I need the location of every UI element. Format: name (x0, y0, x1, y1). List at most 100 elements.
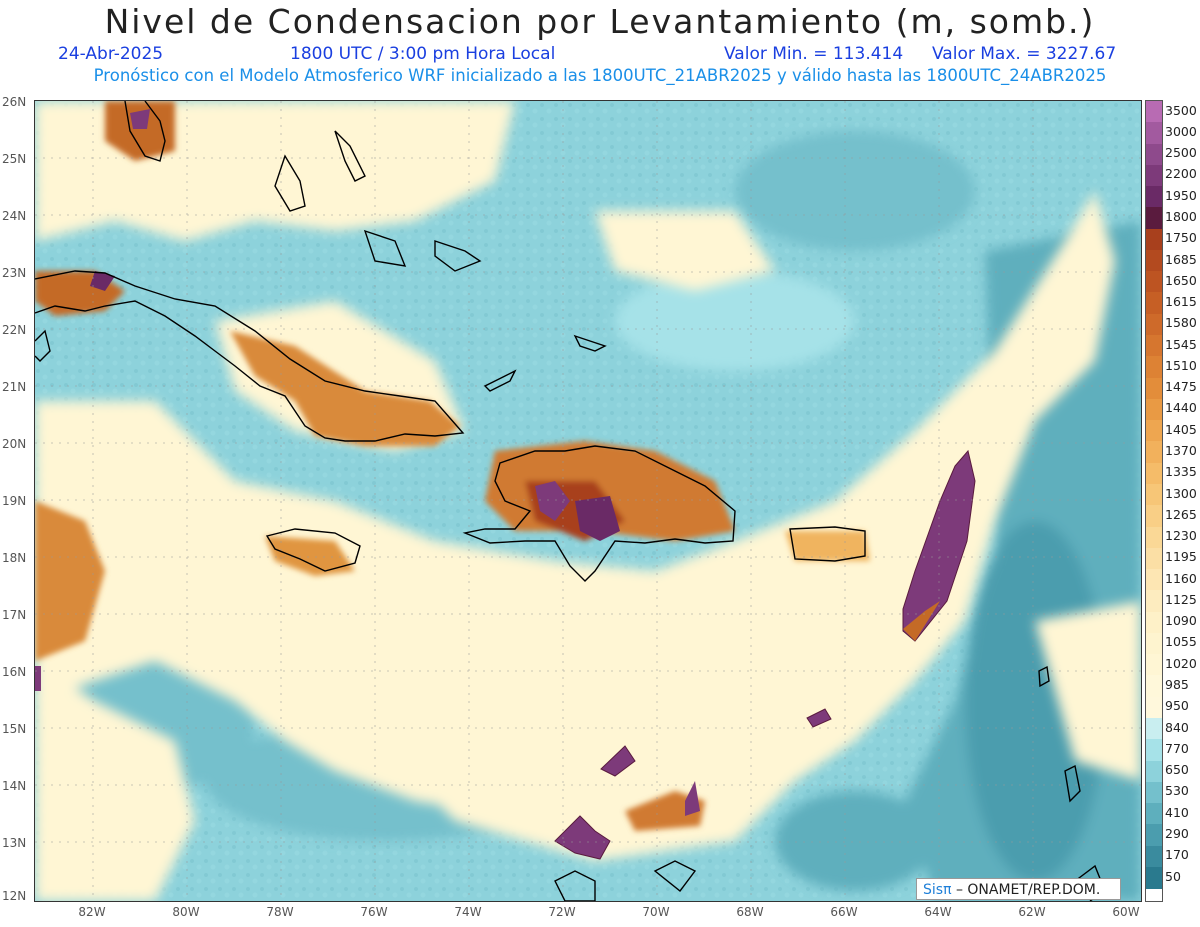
lat-label: 23N (2, 266, 27, 280)
colorbar-label: 1160 (1165, 570, 1197, 586)
lat-label: 20N (2, 437, 27, 451)
colorbar-label: 1685 (1165, 251, 1197, 267)
credit-box: Sisπ – ONAMET/REP.DOM. (916, 878, 1121, 900)
colorbar-label: 1580 (1165, 315, 1197, 331)
colorbar-segment (1146, 186, 1162, 208)
colorbar-segment (1146, 739, 1162, 762)
lon-label: 70W (642, 905, 670, 919)
colorbar-segment (1146, 718, 1162, 740)
lat-label: 26N (2, 95, 27, 109)
lat-label: 15N (2, 722, 27, 736)
colorbar-segment (1146, 483, 1162, 506)
colorbar-label: 950 (1165, 698, 1189, 714)
colorbar-segment (1146, 505, 1162, 528)
colorbar-label: 985 (1165, 677, 1189, 693)
colorbar-segment (1146, 866, 1162, 889)
colorbar-label: 1545 (1165, 336, 1197, 352)
max-lcl-regions (35, 109, 976, 860)
colorbar-segment (1146, 760, 1162, 783)
credit-text: – ONAMET/REP.DOM. (951, 882, 1101, 898)
colorbar-segment (1146, 632, 1162, 655)
map-title: Nivel de Condensacion por Levantamiento … (104, 2, 1096, 41)
colorbar-label: 650 (1165, 762, 1189, 778)
colorbar-label: 770 (1165, 740, 1189, 756)
colorbar-segment (1146, 675, 1162, 698)
colorbar-label: 1475 (1165, 379, 1197, 395)
colorbar-segment (1146, 611, 1162, 634)
colorbar-label: 1020 (1165, 655, 1197, 671)
colorbar-label: 1950 (1165, 187, 1197, 203)
lat-label: 13N (2, 836, 27, 850)
lon-label: 60W (1112, 905, 1140, 919)
colorbar-segment (1146, 696, 1162, 719)
colorbar-segment (1146, 271, 1162, 293)
colorbar-label: 1750 (1165, 230, 1197, 246)
colorbar-segment (1146, 781, 1162, 804)
lat-label: 14N (2, 779, 27, 793)
map-canvas (34, 100, 1142, 902)
colorbar-segment (1146, 526, 1162, 549)
colorbar-segment (1146, 441, 1162, 464)
colorbar-label: 1300 (1165, 485, 1197, 501)
colorbar-segment (1146, 207, 1162, 230)
colorbar-segment (1146, 569, 1162, 591)
lat-label: 22N (2, 323, 27, 337)
lat-label: 16N (2, 665, 27, 679)
colorbar-segment (1146, 462, 1162, 485)
colorbar-segment (1146, 824, 1162, 847)
colorbar-label: 2500 (1165, 145, 1197, 161)
colorbar-label: 1265 (1165, 506, 1197, 522)
colorbar-label: 410 (1165, 804, 1189, 820)
colorbar-label: 1650 (1165, 272, 1197, 288)
lon-label: 66W (830, 905, 858, 919)
colorbar-label: 170 (1165, 847, 1189, 863)
colorbar-label: 1370 (1165, 443, 1197, 458)
colorbar-label: 50 (1165, 868, 1181, 884)
lon-label: 64W (924, 905, 952, 919)
forecast-date: 24-Abr-2025 (58, 44, 164, 64)
colorbar-segment (1146, 377, 1162, 400)
lat-label: 12N (2, 889, 27, 903)
lon-label: 78W (266, 905, 294, 919)
lat-label: 17N (2, 608, 27, 622)
colorbar-label: 1230 (1165, 528, 1197, 544)
colorbar-segment (1146, 164, 1162, 187)
colorbar-segment (1146, 845, 1162, 868)
lcl-field-map (35, 101, 1141, 901)
lat-label: 18N (2, 551, 27, 565)
colorbar-segment (1146, 249, 1162, 272)
lon-label: 80W (172, 905, 200, 919)
colorbar-label: 1800 (1165, 208, 1197, 224)
lat-lon-grid (35, 101, 1141, 901)
colorbar-label: 1615 (1165, 294, 1197, 310)
colorbar-label: 1195 (1165, 549, 1197, 565)
colorbar-segment (1146, 590, 1162, 613)
colorbar-label: 1090 (1165, 613, 1197, 629)
sispi-logo: Sisπ (923, 882, 952, 898)
colorbar-segment (1146, 122, 1162, 145)
colorbar-segment (1146, 101, 1162, 123)
forecast-time: 1800 UTC / 3:00 pm Hora Local (290, 44, 556, 64)
colorbar-label: 840 (1165, 719, 1189, 735)
lon-label: 68W (736, 905, 764, 919)
colorbar-label: 1125 (1165, 591, 1197, 607)
colorbar-segment (1146, 420, 1162, 442)
colorbar-label: 1055 (1165, 634, 1197, 650)
lat-label: 24N (2, 209, 27, 223)
colorbar-label: 3500 (1165, 102, 1197, 118)
colorbar-segment (1146, 654, 1162, 676)
colorbar-segment (1146, 803, 1162, 825)
colorbar-label: 2200 (1165, 166, 1197, 182)
lat-label: 21N (2, 380, 27, 394)
lat-label: 19N (2, 494, 27, 508)
colorbar-segment (1146, 313, 1162, 336)
min-value: Valor Min. = 113.414 (724, 44, 904, 64)
colorbar-label: 1510 (1165, 357, 1197, 373)
lon-label: 74W (454, 905, 482, 919)
colorbar-segment (1146, 547, 1162, 570)
model-subtitle: Pronóstico con el Modelo Atmosferico WRF… (93, 66, 1107, 85)
colorbar (1145, 100, 1163, 902)
colorbar-segment (1146, 335, 1162, 357)
colorbar-segment (1146, 292, 1162, 315)
max-value: Valor Max. = 3227.67 (932, 44, 1117, 64)
